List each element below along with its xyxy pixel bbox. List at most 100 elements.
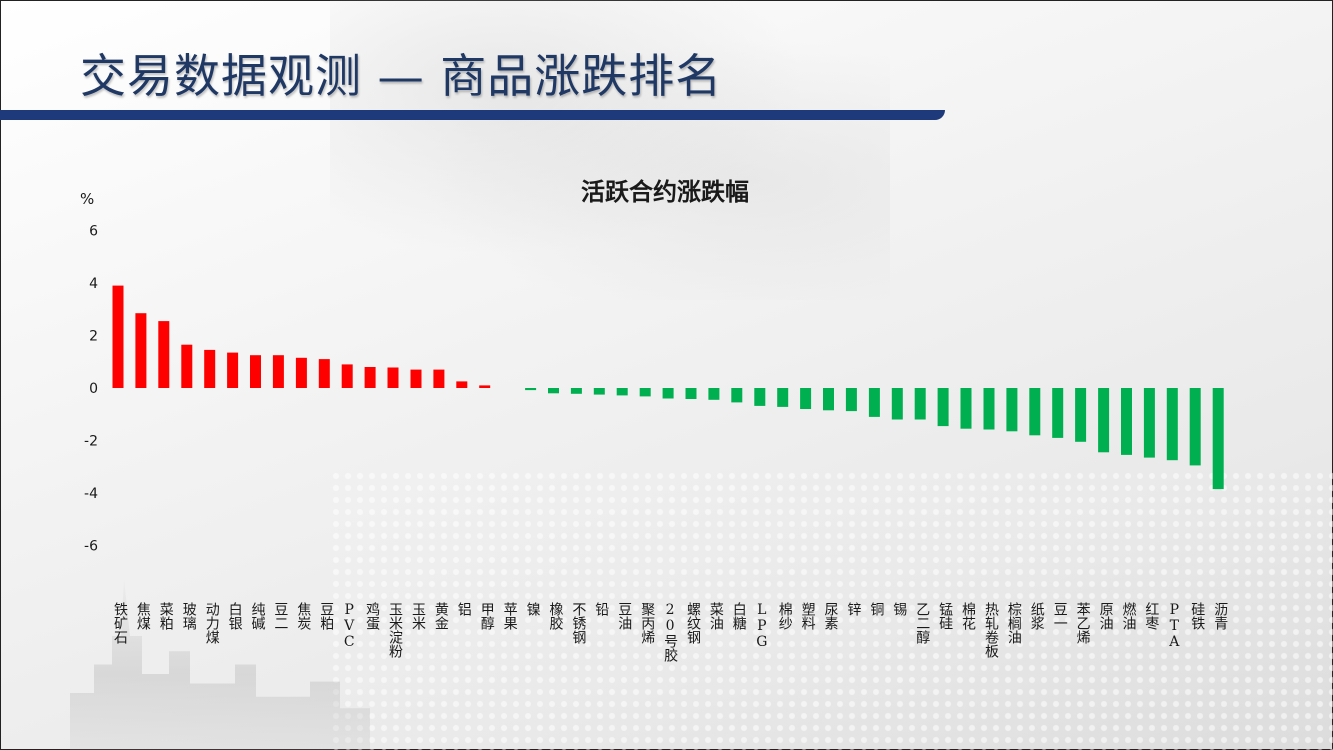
- category-label: 豆一: [1051, 602, 1068, 630]
- bar: [616, 388, 628, 396]
- bar: [204, 349, 216, 388]
- bar: [593, 388, 605, 395]
- category-label: 菜油: [707, 602, 724, 630]
- title-underline-bar: [0, 110, 945, 120]
- category-label: 玻璃: [180, 602, 197, 630]
- bar: [1075, 388, 1087, 442]
- category-label: 不锈钢: [570, 602, 587, 644]
- category-label: 硅铁: [1189, 602, 1206, 630]
- category-label: 鸡蛋: [364, 602, 381, 630]
- category-label: 原油: [1097, 602, 1114, 630]
- bar: [433, 369, 445, 388]
- category-label: 苯乙烯: [1074, 602, 1091, 644]
- bar: [135, 313, 147, 388]
- category-label: 棕榈油: [1005, 602, 1022, 644]
- category-label: 橡胶: [547, 602, 564, 630]
- bar: [1166, 388, 1178, 461]
- bar: [1006, 388, 1018, 432]
- bar: [341, 364, 353, 388]
- bar: [708, 388, 720, 400]
- bar: [570, 388, 582, 394]
- category-label: 锌: [845, 602, 862, 616]
- category-label: 白糖: [730, 602, 747, 630]
- bar: [1212, 388, 1224, 490]
- bar: [800, 388, 812, 409]
- bar: [272, 355, 284, 388]
- bar: [1098, 388, 1110, 453]
- category-label: 沥青: [1212, 602, 1229, 630]
- category-label: 豆粕: [318, 602, 335, 630]
- category-label: 塑料: [799, 602, 816, 630]
- bar: [891, 388, 903, 420]
- category-label: 20号胶: [662, 602, 679, 662]
- category-label: 菜粕: [157, 602, 174, 630]
- bar: [1189, 388, 1201, 466]
- category-label: 苹果: [501, 602, 518, 630]
- category-label: 燃油: [1120, 602, 1137, 630]
- world-map-background: [330, 0, 890, 300]
- category-label: 铝: [455, 602, 472, 616]
- y-tick-label: 6: [89, 224, 98, 240]
- bar: [868, 388, 880, 417]
- category-label: LPG: [753, 602, 770, 650]
- category-label: 铅: [593, 602, 610, 616]
- bar: [364, 367, 376, 388]
- category-label: 豆油: [616, 602, 633, 630]
- bar: [823, 388, 834, 411]
- category-label: 玉米淀粉: [387, 602, 403, 658]
- category-label: 焦炭: [295, 602, 312, 630]
- bar: [662, 388, 674, 399]
- bar: [387, 367, 399, 388]
- category-label: 焦煤: [134, 602, 151, 630]
- category-label: 纯碱: [249, 602, 266, 630]
- category-label: 纸浆: [1028, 602, 1045, 630]
- category-label: 玉米: [410, 602, 426, 630]
- category-label: 黄金: [432, 602, 449, 630]
- y-tick-label: -6: [84, 539, 98, 555]
- bar: [525, 388, 537, 391]
- bar: [1143, 388, 1155, 458]
- bar: [227, 352, 239, 388]
- bar: [845, 388, 857, 412]
- category-label: 锡: [891, 602, 908, 616]
- y-tick-label: 4: [89, 276, 98, 292]
- category-label: 热轧卷板: [983, 602, 999, 658]
- bar: [112, 285, 124, 388]
- bar: [777, 388, 789, 407]
- bar: [410, 369, 422, 388]
- bar: [685, 388, 697, 399]
- bar: [1052, 388, 1064, 438]
- bar: [937, 388, 949, 427]
- category-label: 铁矿石: [112, 602, 128, 644]
- category-label: 锰硅: [937, 602, 954, 630]
- category-label: 镍: [524, 602, 541, 616]
- chart-title: 活跃合约涨跌幅: [581, 178, 749, 206]
- category-label: 红枣: [1143, 602, 1160, 630]
- category-label: 尿素: [822, 602, 839, 630]
- y-tick-label: 2: [89, 329, 98, 345]
- slide-title: 交易数据观测 — 商品涨跌排名: [80, 49, 723, 103]
- category-label: 聚丙烯: [639, 602, 656, 644]
- bar: [456, 381, 468, 388]
- category-label: 动力煤: [203, 602, 220, 644]
- bar: [914, 388, 926, 420]
- bar: [158, 321, 170, 388]
- category-label: PTA: [1166, 602, 1183, 650]
- dot-pattern-background: [330, 470, 1333, 750]
- bar: [983, 388, 995, 430]
- bar: [479, 385, 491, 388]
- category-label: 棉纱: [776, 602, 793, 630]
- bar: [295, 357, 307, 388]
- category-label: 乙二醇: [914, 602, 931, 644]
- bar: [754, 388, 766, 406]
- bar: [1029, 388, 1041, 436]
- y-tick-label: 0: [89, 381, 98, 397]
- bar: [731, 388, 743, 403]
- bar: [181, 344, 193, 388]
- category-label: 白银: [226, 602, 243, 630]
- bar: [318, 359, 330, 388]
- bar: [960, 388, 972, 429]
- category-label: PVC: [341, 602, 358, 650]
- category-label: 棉花: [960, 602, 976, 630]
